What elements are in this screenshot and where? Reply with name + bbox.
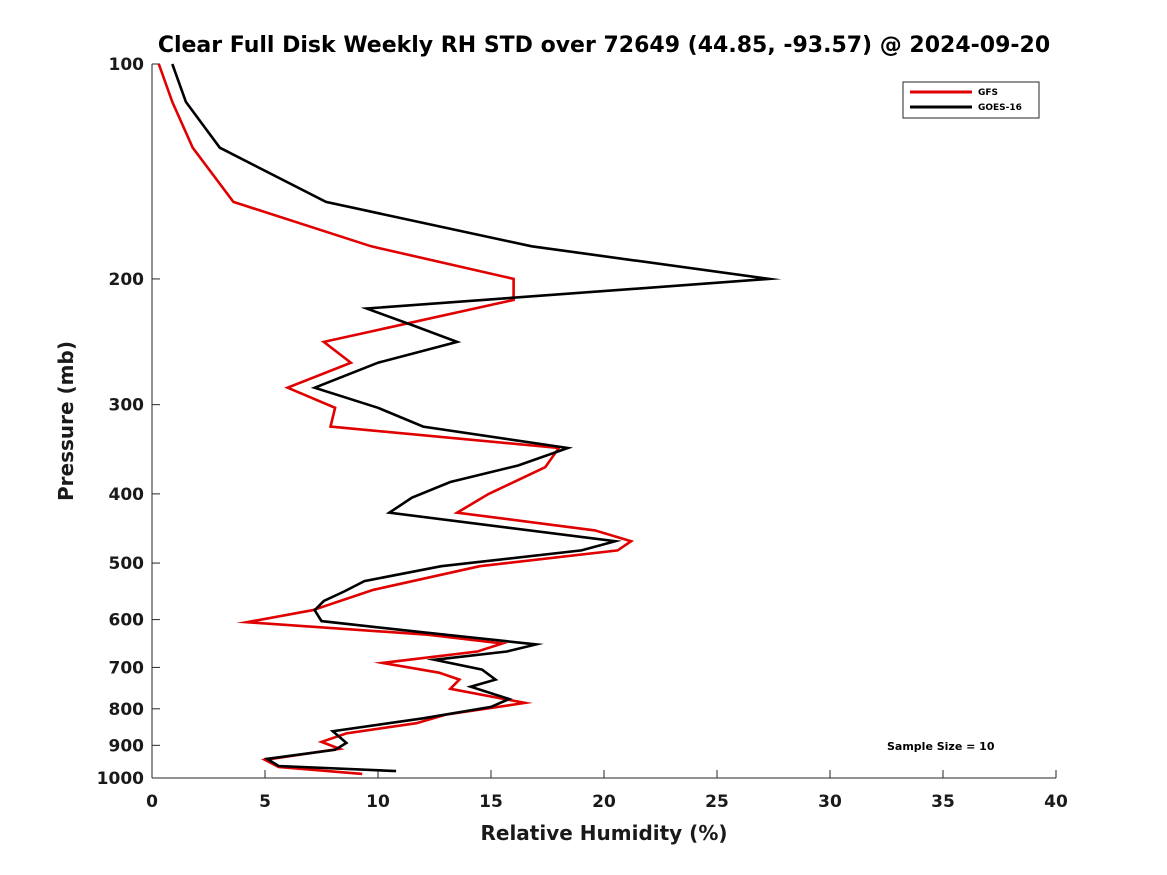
chart-title: Clear Full Disk Weekly RH STD over 72649…: [158, 33, 1050, 58]
x-tick-label: 5: [259, 792, 271, 812]
y-tick-label: 700: [109, 658, 145, 678]
x-ticks: 0 5 10 15 20 25 30 35 40: [146, 770, 1068, 812]
y-tick-label: 300: [109, 396, 145, 416]
y-tick-label: 200: [109, 270, 145, 290]
x-tick-label: 15: [479, 792, 503, 812]
x-tick-label: 20: [592, 792, 616, 812]
legend: GFS GOES-16: [902, 81, 1040, 119]
y-tick-label: 900: [109, 736, 145, 756]
y-tick-label: 400: [109, 485, 145, 505]
x-tick-label: 10: [366, 792, 390, 812]
x-tick-label: 25: [705, 792, 729, 812]
legend-box: [902, 81, 1040, 119]
sample-size-annotation: Sample Size = 10: [887, 740, 995, 753]
y-tick-label: 1000: [97, 769, 144, 789]
x-tick-label: 35: [931, 792, 955, 812]
y-tick-label: 500: [109, 554, 145, 574]
series-line-goes16: [171, 63, 782, 773]
x-axis-label: Relative Humidity (%): [480, 821, 727, 845]
x-tick-label: 30: [818, 792, 842, 812]
y-tick-label: 800: [109, 700, 145, 720]
y-axis-label: Pressure (mb): [54, 341, 78, 501]
y-ticks: 100 200 300 400 500 600 700 800 900 1000: [97, 55, 160, 789]
series-lines: [157, 63, 782, 776]
y-tick-label: 600: [109, 611, 145, 631]
plot-area: 0 5 10 15 20 25 30 35 40 100 200 300 400 500 600 700 80…: [97, 55, 1068, 812]
legend-label-gfs: GFS: [978, 88, 998, 98]
x-tick-label: 0: [146, 792, 158, 812]
series-line-gfs: [157, 63, 635, 776]
y-tick-label: 100: [109, 55, 145, 75]
legend-label-goes16: GOES-16: [978, 103, 1022, 113]
x-tick-label: 40: [1044, 792, 1068, 812]
